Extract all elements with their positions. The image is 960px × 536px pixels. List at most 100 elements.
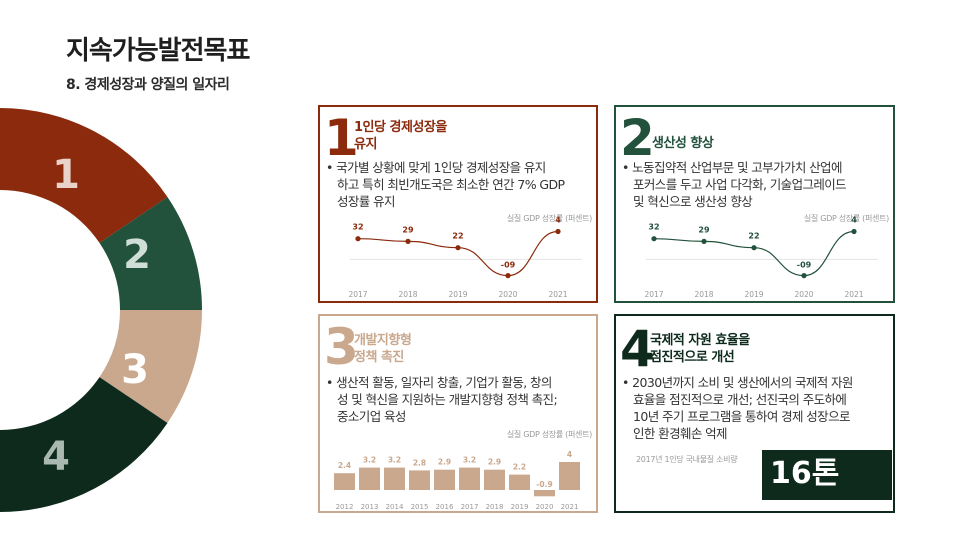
x-tick-label: 2012 [336,503,354,511]
card-body-line: 노동집약적 산업부문 및 고부가가치 산업에 [632,160,842,175]
donut-label-4: 4 [42,434,70,480]
card-body-line: 2030년까지 소비 및 생산에서의 국제적 자원 [632,375,853,390]
data-label: -09 [797,261,812,270]
card-body-line: 10년 주기 프로그램을 통하여 경제 성장으로 [633,409,850,424]
x-tick-label: 2017 [644,290,663,299]
donut-segment-1 [0,108,168,243]
data-point [651,236,657,242]
x-tick-label: 2016 [436,503,454,511]
card-heading-line1: 국제적 자원 효율을 [650,333,750,348]
card-heading-line2: 점진적으로 개선 [650,350,735,365]
card-number: 2 [620,109,655,167]
x-tick-label: 2013 [361,503,379,511]
bullet: • [622,160,629,175]
x-tick-label: 2019 [511,503,529,511]
card-body-line: 및 혁신으로 생산성 향상 [633,194,753,209]
data-bar [509,474,530,490]
data-label: 32 [352,223,363,232]
x-tick-label: 2017 [461,503,479,511]
data-bar [409,470,430,490]
card-heading: 1인당 경제성장을 유지 [354,119,447,153]
data-label: 2.2 [513,463,526,472]
data-bar [434,469,455,490]
data-label: 3.2 [388,456,401,465]
x-tick-label: 2018 [694,290,713,299]
data-point [555,228,561,235]
card-heading: 국제적 자원 효율을 점진적으로 개선 [650,332,750,366]
card-heading: 개발지향형 정책 촉진 [354,332,412,366]
card-body-line: 인한 환경훼손 억제 [633,426,728,441]
donut-segment-2 [99,197,202,310]
bullet: • [622,375,629,390]
data-bar [459,467,480,490]
x-tick-label: 2019 [448,290,467,299]
chart-caption: 실질 GDP 성장률 (퍼센트) [803,214,889,223]
x-tick-label: 2015 [411,503,429,511]
data-point [405,238,411,244]
data-label: 2.8 [413,458,426,467]
data-label: 22 [452,232,463,241]
card-heading: 생산성 향상 [652,135,714,152]
data-line [357,230,559,277]
data-label: 22 [748,232,759,241]
data-bar [334,473,355,490]
growth-line-chart: 32 2017 29 2018 22 2019 -09 2020 4 2021 [348,216,582,299]
x-tick-label: 2021 [548,290,567,299]
data-label: -09 [501,261,516,270]
card-2: 2 생산성 향상 • 노동집약적 산업부문 및 고부가가치 산업에 포커스를 두… [614,105,895,303]
data-label: -0.9 [536,480,552,489]
card-body: • 노동집약적 산업부문 및 고부가가치 산업에 포커스를 두고 사업 다각화,… [622,159,894,210]
x-tick-label: 2018 [486,503,504,511]
card-body-line: 성 및 혁신을 지원하는 개발지향형 정책 촉진; [337,392,558,407]
card-number: 3 [324,318,359,376]
data-bar [534,490,555,497]
card-body-line: 중소기업 육성 [337,409,406,424]
data-label: 4 [567,450,572,459]
card-3: 3 개발지향형 정책 촉진 • 생산적 활동, 일자리 창출, 기업가 활동, … [318,314,598,513]
data-label: 29 [698,225,710,234]
data-line [653,230,855,277]
card-body: • 생산적 활동, 일자리 창출, 기업가 활동, 창의 성 및 혁신을 지원하… [326,374,596,425]
growth-line-chart: 32 2017 29 2018 22 2019 -09 2020 4 2021 [644,216,878,299]
donut-segment-3 [99,310,202,423]
data-bar [484,469,505,490]
chart-caption: 실질 GDP 성장률 (퍼센트) [506,430,592,439]
bullet: • [326,375,333,390]
card-body-line: 포커스를 두고 사업 다각화, 기술업그레이드 [633,177,847,192]
chart-caption: 실질 GDP 성장률 (퍼센트) [506,214,592,223]
x-tick-label: 2018 [398,290,417,299]
x-tick-label: 2019 [744,290,763,299]
data-label: 4 [851,216,857,225]
data-label: 32 [648,223,659,232]
card-heading-line2: 유지 [354,137,377,152]
card-heading-line1: 개발지향형 [354,333,412,348]
data-bar [559,462,580,490]
donut-graphic: 1 2 3 4 [0,108,202,512]
x-tick-label: 2017 [348,290,367,299]
data-point [701,238,707,244]
data-point [751,245,757,251]
data-bar [359,467,380,490]
card-number: 1 [324,109,359,167]
card-body-line: 하고 특히 최빈개도국은 최소한 연간 7% GDP [337,177,565,192]
bullet: • [326,160,333,175]
x-tick-label: 2014 [386,503,404,511]
card-heading-line2: 정책 촉진 [354,350,404,365]
x-tick-label: 2021 [561,503,579,511]
data-bar [384,467,405,490]
data-label: 29 [402,225,414,234]
data-label: 2.9 [488,458,501,467]
data-point [355,236,361,242]
card-body-line: 효율을 점진적으로 개선; 선진국의 주도하에 [633,392,847,407]
card-body-line: 생산적 활동, 일자리 창출, 기업가 활동, 창의 [336,375,552,390]
donut-segment-4 [0,377,168,512]
card-body-line: 국가별 상황에 맞게 1인당 경제성장을 유지 [336,160,546,175]
card-heading-line1: 생산성 향상 [652,136,714,151]
growth-bar-chart: 2.4 2012 3.2 2013 3.2 2014 2.8 2015 2.9 2016 3.2 20… [334,450,580,511]
data-label: 3.2 [363,456,376,465]
data-point [505,273,511,279]
card-body-line: 성장률 유지 [337,194,395,209]
metric-caption: 2017년 1인당 국내물질 소비량 [636,455,738,464]
donut-label-1: 1 [52,152,80,198]
x-tick-label: 2020 [536,503,554,511]
